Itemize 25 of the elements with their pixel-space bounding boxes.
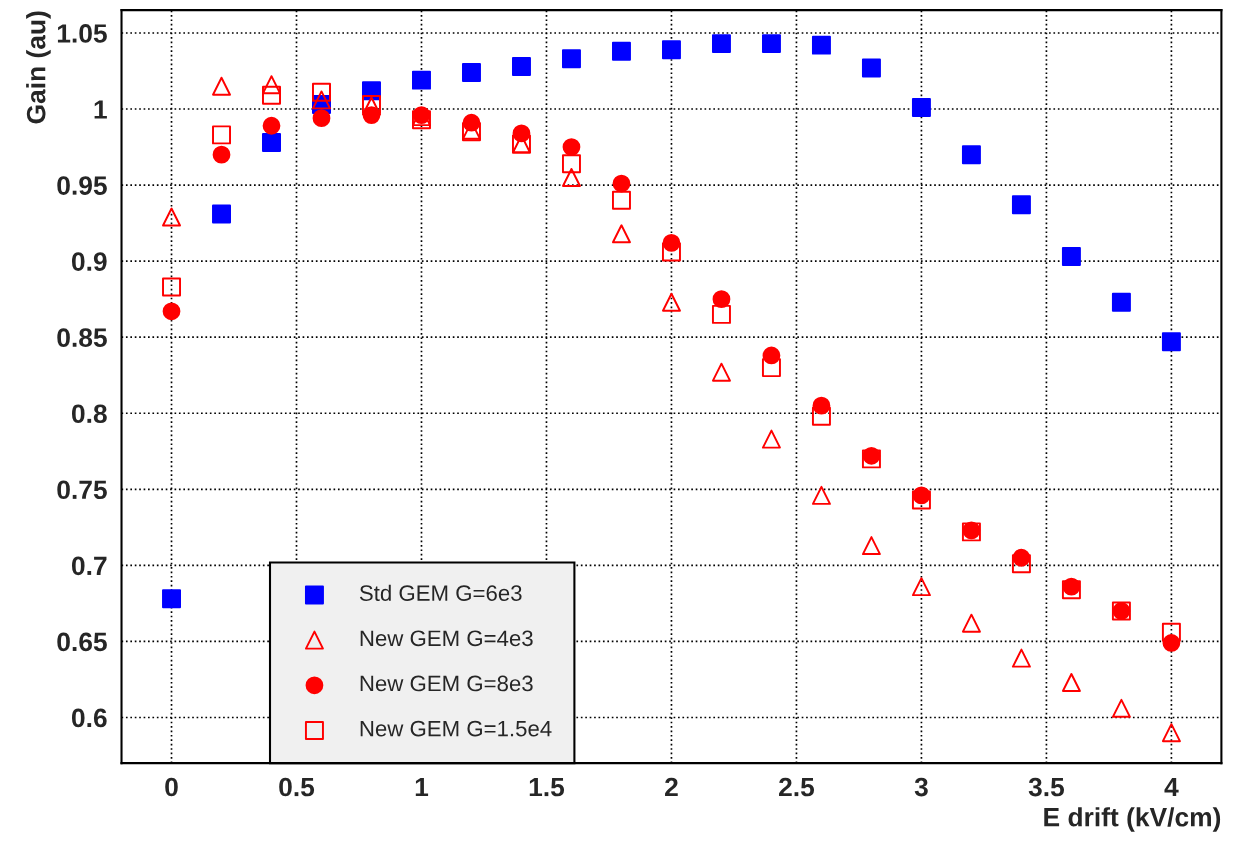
x-tick-label: 0: [165, 777, 178, 797]
legend-label: Std GEM G=6e3: [359, 584, 522, 601]
x-tick-label: 4: [1164, 777, 1179, 797]
y-tick-label: 0.95: [57, 176, 107, 195]
y-axis-title: Gain (au): [26, 11, 51, 124]
legend-label: New GEM G=4e3: [360, 630, 533, 647]
legend-label: New GEM G=1.5e4: [360, 720, 552, 737]
x-tick-label: 1.5: [529, 777, 565, 797]
y-tick-label: 0.85: [57, 328, 107, 348]
x-tick-label: 1: [415, 777, 429, 797]
y-tick-label: 0.75: [57, 480, 107, 500]
y-tick-label: 1: [94, 100, 107, 119]
x-tick-label: 3: [914, 777, 928, 797]
x-tick-label: 3.5: [1028, 777, 1065, 797]
y-tick-label: 0.7: [71, 556, 107, 576]
y-tick-label: 1.05: [57, 24, 107, 43]
x-tick-label: 0.5: [279, 777, 315, 797]
x-tick-label: 2: [665, 777, 678, 797]
y-tick-label: 0.8: [71, 404, 107, 424]
legend-label: New GEM G=8e3: [360, 675, 533, 692]
x-tick-label: 2.5: [779, 777, 815, 797]
y-tick-label: 0.65: [57, 632, 107, 652]
y-tick-label: 0.9: [71, 252, 107, 271]
y-tick-label: 0.6: [71, 708, 107, 728]
x-axis-title: E drift (kV/cm): [1044, 807, 1221, 832]
